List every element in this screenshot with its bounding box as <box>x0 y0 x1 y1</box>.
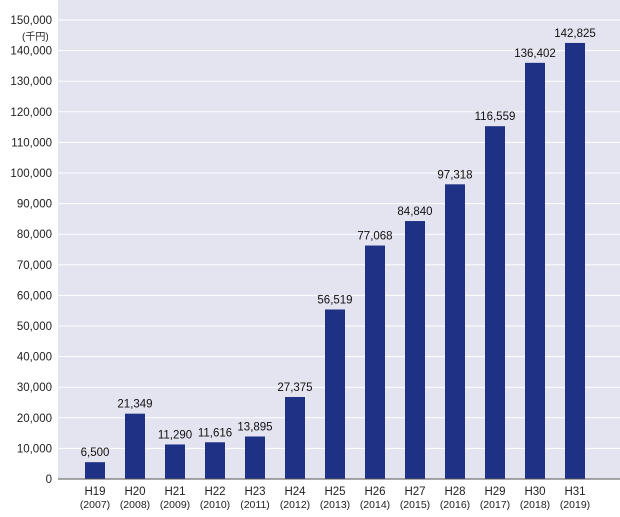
x-tick-year-label: (2019) <box>560 499 590 511</box>
x-tick-year-label: (2008) <box>120 499 150 511</box>
x-tick-label: H27 <box>404 486 425 498</box>
data-label-h20: 21,349 <box>117 399 152 411</box>
x-tick-label: H25 <box>324 486 345 498</box>
data-labels: 6,500 21,349 11,290 11,616 13,895 27,375 56,51… <box>81 28 596 459</box>
y-tick-label: 30,000 <box>17 382 52 394</box>
x-tick-year-label: (2007) <box>80 499 110 511</box>
x-axis: H19(2007)H20(2008)H21(2009)H22(2010)H23(… <box>80 486 590 511</box>
y-tick-label: 10,000 <box>17 443 52 455</box>
data-label-h22: 11,616 <box>198 427 232 439</box>
x-tick-year-label: (2010) <box>200 499 230 511</box>
y-tick-label: 40,000 <box>17 352 52 364</box>
bar-h28 <box>445 184 465 479</box>
bar-h22 <box>205 442 225 479</box>
bar-h25 <box>325 309 345 479</box>
y-tick-label: 20,000 <box>17 413 52 425</box>
y-tick-label: 140,000 <box>10 46 52 58</box>
x-tick-year-label: (2018) <box>520 499 550 511</box>
x-tick-label: H19 <box>84 486 105 498</box>
y-tick-label: 100,000 <box>10 168 52 180</box>
data-label-h28: 97,318 <box>437 169 472 181</box>
x-tick-label: H23 <box>244 486 265 498</box>
y-tick-label: 130,000 <box>10 76 52 88</box>
data-label-h27: 84,840 <box>397 206 432 218</box>
y-tick-label: 0 <box>46 474 52 486</box>
x-tick-year-label: (2016) <box>440 499 470 511</box>
data-label-h29: 116,559 <box>475 111 516 123</box>
data-label-h30: 136,402 <box>514 48 556 60</box>
bar-h23 <box>245 436 265 479</box>
x-tick-label: H26 <box>364 486 385 498</box>
x-tick-label: H29 <box>484 486 505 498</box>
bar-h31 <box>565 42 585 479</box>
x-tick-year-label: (2015) <box>400 499 430 511</box>
bar-h30 <box>525 62 545 480</box>
data-label-h21: 11,290 <box>158 429 192 441</box>
x-tick-label: H31 <box>564 486 585 498</box>
bar-h24 <box>285 396 305 479</box>
x-tick-label: H22 <box>204 486 225 498</box>
x-tick-label: H24 <box>284 486 306 498</box>
bar-h21 <box>165 444 185 479</box>
x-tick-year-label: (2013) <box>320 499 350 511</box>
bar-h19 <box>85 462 105 479</box>
bar-h26 <box>365 245 385 479</box>
bar-h20 <box>125 413 145 479</box>
unit-label: (千円) <box>22 31 49 43</box>
y-tick-label: 50,000 <box>17 321 52 333</box>
data-label-h23: 13,895 <box>237 421 272 433</box>
data-label-h25: 56,519 <box>317 294 352 306</box>
x-tick-label: H30 <box>524 486 545 498</box>
x-tick-label: H21 <box>164 486 185 498</box>
y-tick-label: 60,000 <box>17 290 52 302</box>
x-tick-year-label: (2012) <box>280 499 310 511</box>
bar-h27 <box>405 221 425 480</box>
x-tick-year-label: (2017) <box>480 499 510 511</box>
y-tick-label: 90,000 <box>17 199 52 211</box>
y-tick-label: 80,000 <box>17 229 52 241</box>
y-tick-label: 110,000 <box>11 137 52 149</box>
x-tick-year-label: (2009) <box>160 499 190 511</box>
data-label-h24: 27,375 <box>277 382 312 394</box>
bar-h29 <box>485 126 505 479</box>
x-tick-label: H28 <box>444 486 465 498</box>
y-tick-label: 120,000 <box>10 107 52 119</box>
x-tick-year-label: (2011) <box>240 499 270 511</box>
bars <box>85 42 585 480</box>
y-tick-label: 150,000 <box>10 15 52 27</box>
x-tick-year-label: (2014) <box>360 499 390 511</box>
y-axis: 0 10,000 20,000 30,000 40,000 50,000 60,000 70,… <box>10 15 620 486</box>
data-label-h19: 6,500 <box>81 447 110 459</box>
data-label-h31: 142,825 <box>554 28 596 40</box>
y-tick-label: 70,000 <box>17 260 52 272</box>
data-label-h26: 77,068 <box>357 231 392 243</box>
x-tick-label: H20 <box>124 486 145 498</box>
